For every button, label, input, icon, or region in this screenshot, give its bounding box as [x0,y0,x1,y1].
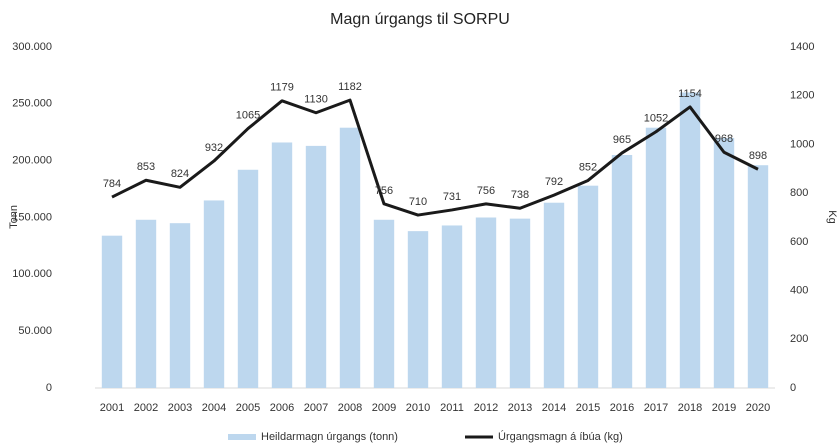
x-tick-label: 2006 [270,402,294,414]
bar [441,225,463,388]
bar [509,218,531,388]
data-label: 710 [409,196,427,208]
data-label: 1065 [236,110,260,122]
y-tick-label: 100.000 [12,268,52,280]
y2-tick-label: 1400 [790,41,814,53]
data-label: 756 [375,185,393,197]
data-label: 738 [511,189,529,201]
y2-tick-label: 600 [790,236,808,248]
bar [237,169,259,388]
data-label: 824 [171,168,189,180]
bar [475,217,497,388]
y-tick-label: 0 [46,382,52,394]
bar [101,235,123,388]
data-label: 932 [205,142,223,154]
bar [577,185,599,388]
y2-tick-label: 800 [790,187,808,199]
data-label: 1182 [338,81,362,93]
x-tick-label: 2002 [134,402,158,414]
data-label: 853 [137,161,155,173]
x-tick-label: 2018 [678,402,702,414]
bar [373,219,395,388]
bar [645,127,667,388]
x-tick-label: 2003 [168,402,192,414]
data-label: 965 [613,134,631,146]
y2-tick-label: 1200 [790,90,814,102]
x-tick-label: 2020 [746,402,770,414]
bar [611,154,633,388]
x-tick-label: 2019 [712,402,736,414]
data-label: 731 [443,191,461,203]
y-tick-label: 50.000 [18,325,52,337]
x-tick-label: 2015 [576,402,600,414]
data-label: 756 [477,185,495,197]
data-label: 1154 [678,88,702,100]
x-tick-label: 2017 [644,402,668,414]
y-tick-label: 200.000 [12,155,52,167]
data-label: 1130 [304,94,328,106]
y2-tick-label: 0 [790,382,796,394]
data-label: 898 [749,150,767,162]
y2-tick-label: 200 [790,333,808,345]
data-label: 1052 [644,113,668,125]
data-label: 1179 [270,82,294,94]
x-tick-label: 2008 [338,402,362,414]
legend-label: Úrgangsmagn á íbúa (kg) [498,430,623,443]
data-label: 852 [579,161,597,173]
bar [543,202,565,388]
x-tick-label: 2013 [508,402,532,414]
y2-tick-label: 1000 [790,138,814,150]
x-tick-label: 2016 [610,402,634,414]
data-label: 784 [103,178,121,190]
line [111,98,759,217]
bar [135,219,157,388]
x-tick-label: 2010 [406,402,430,414]
y-tick-label: 300.000 [12,41,52,53]
y2-tick-label: 400 [790,284,808,296]
bar [271,142,293,388]
x-tick-label: 2004 [202,402,226,414]
bar [339,127,361,388]
x-tick-label: 2011 [440,402,464,414]
x-tick-label: 2009 [372,402,396,414]
bar [747,165,769,388]
y-tick-label: 250.000 [12,98,52,110]
x-tick-label: 2001 [100,402,124,414]
legend-label: Heildarmagn úrgangs (tonn) [261,431,398,443]
x-tick-label: 2007 [304,402,328,414]
legend-swatch [228,434,256,440]
chart-title: Magn úrgangs til SORPU [330,11,510,28]
bar [713,137,735,388]
data-label: 968 [715,133,733,145]
bar [305,145,327,388]
bar [679,92,701,388]
y-tick-label: 150.000 [12,211,52,223]
x-tick-label: 2012 [474,402,498,414]
y-axis-label: Tonn [8,205,20,229]
x-tick-label: 2005 [236,402,260,414]
bar [407,231,429,388]
bar [203,200,225,388]
bar [169,223,191,388]
data-label: 792 [545,176,563,188]
x-tick-label: 2014 [542,402,566,414]
y2-axis-label: Kg [826,210,838,223]
